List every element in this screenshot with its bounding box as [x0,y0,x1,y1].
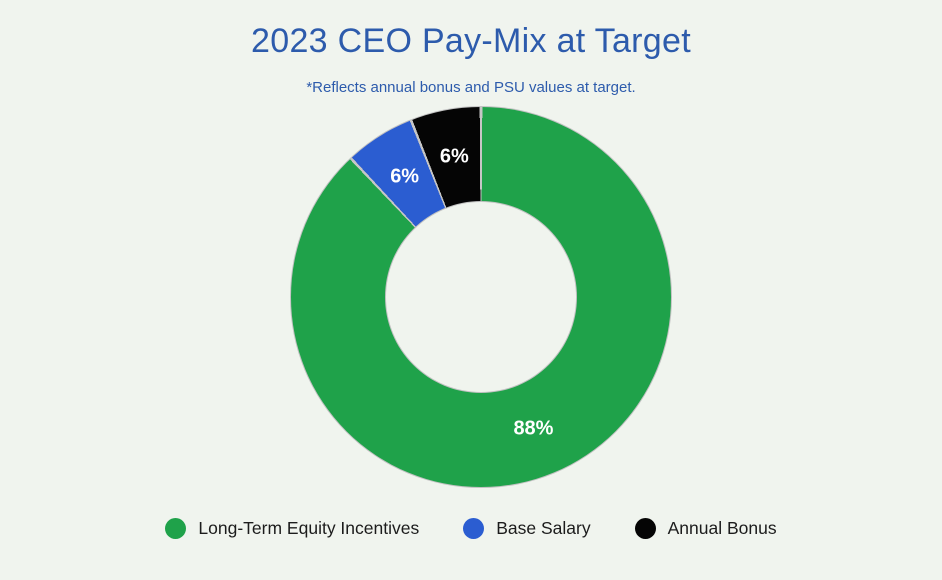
legend: Long-Term Equity Incentives Base Salary An… [0,518,942,539]
legend-swatch-icon [165,518,187,539]
legend-item[interactable]: Base Salary [463,518,591,539]
donut-chart[interactable]: 88% 6% 6% [291,107,671,487]
legend-label: Annual Bonus [667,518,777,538]
legend-swatch-icon [634,518,656,539]
chart-title: 2023 CEO Pay-Mix at Target [251,22,691,60]
donut-hole [386,202,576,392]
legend-item[interactable]: Long-Term Equity Incentives [165,518,419,539]
legend-swatch-icon [463,518,485,539]
legend-label: Base Salary [496,518,591,538]
legend-item[interactable]: Annual Bonus [634,518,777,539]
chart-subtitle: *Reflects annual bonus and PSU values at… [306,79,636,96]
legend-label: Long-Term Equity Incentives [198,518,420,538]
